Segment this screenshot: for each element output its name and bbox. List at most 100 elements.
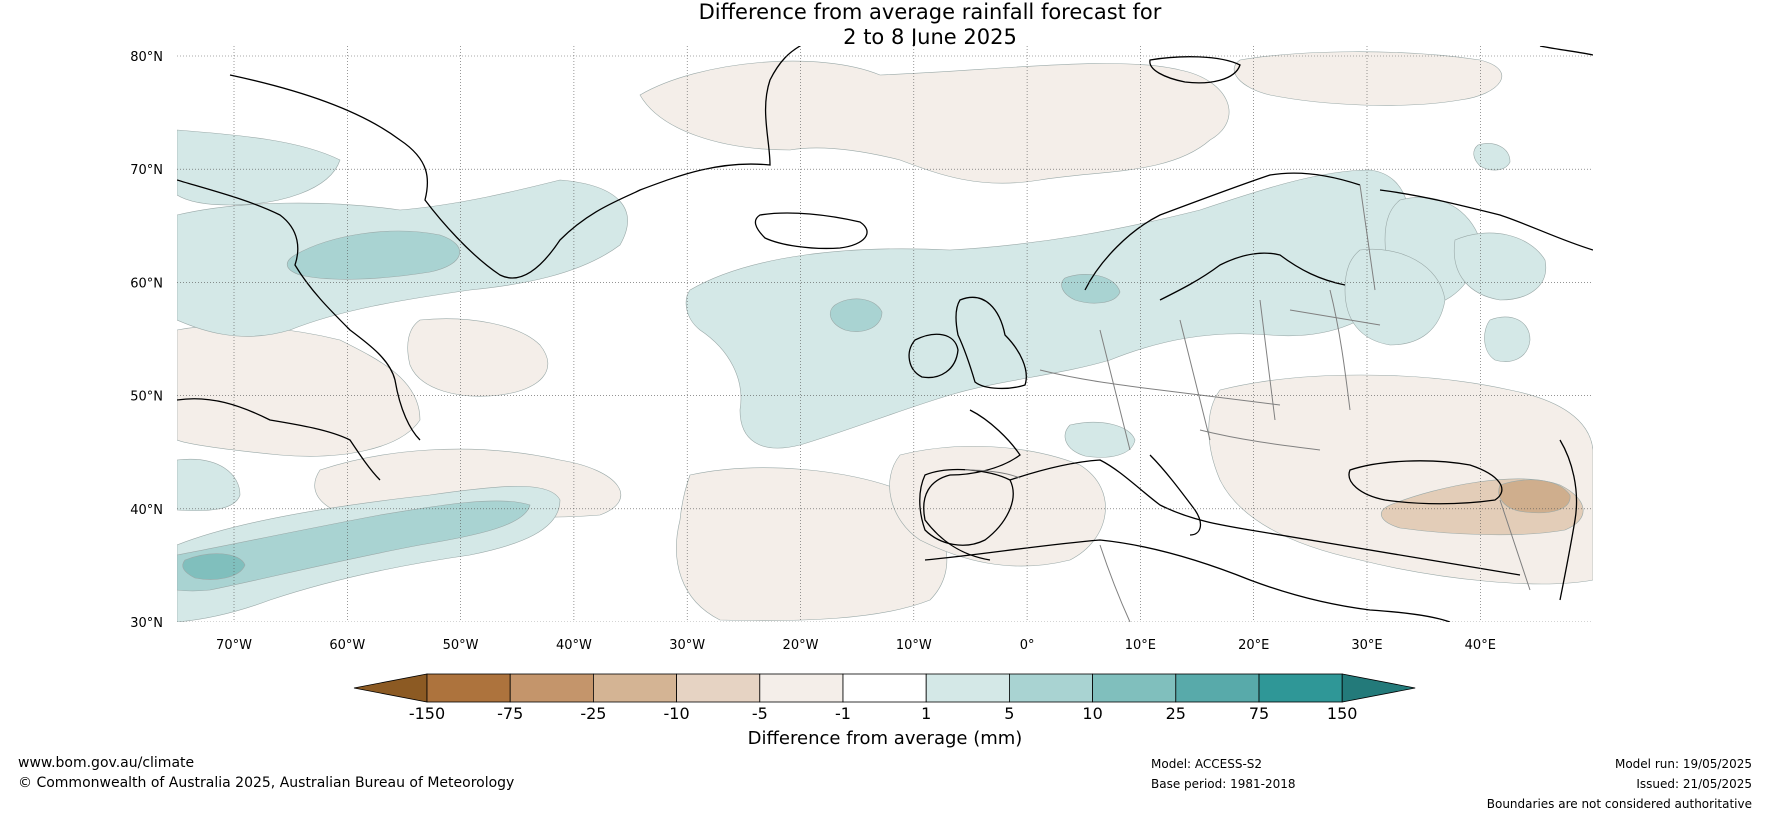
- longitude-tick-label: 40°E: [1465, 638, 1496, 653]
- coastline-italy: [1149, 454, 1202, 536]
- wet-region-russia-west: [1344, 248, 1446, 346]
- wet-core-labrador-sea: [287, 230, 460, 280]
- colorbar-segment: [759, 673, 844, 703]
- coastline-greenland: [229, 46, 801, 279]
- footer-model: Model: ACCESS-S2: [1151, 757, 1263, 771]
- coastline-caspian: [1559, 439, 1578, 601]
- colorbar-segment: [925, 673, 1010, 703]
- coastline-scandinavia: [1159, 252, 1346, 301]
- longitude-tick-label: 40°W: [556, 638, 592, 653]
- map-title: Difference from average rainfall forecas…: [0, 0, 1770, 50]
- coastline-norway: [1084, 172, 1361, 291]
- latitude-tick-label: 30°N: [130, 616, 163, 631]
- latitude-tick-label: 80°N: [130, 50, 163, 65]
- longitude-tick-label: 50°W: [443, 638, 479, 653]
- latitude-tick-label: 70°N: [130, 163, 163, 178]
- wet-region-north-atlantic: [685, 169, 1411, 449]
- colorbar: -150 -75 -25 -10 -5 -1 1 5 10 25 75 150: [353, 673, 1416, 723]
- colorbar-segment: [509, 673, 594, 703]
- colorbar-tick-label: -150: [409, 704, 445, 723]
- coastline-africa: [924, 539, 1451, 622]
- coastlines: [177, 46, 1593, 622]
- wet-region-ural: [1484, 316, 1531, 362]
- colorbar-tick-label: 75: [1249, 704, 1269, 723]
- colorbar-tick-label: 5: [1004, 704, 1014, 723]
- footer-copyright: © Commonwealth of Australia 2025, Austra…: [18, 775, 515, 791]
- colorbar-tick-label: 150: [1327, 704, 1358, 723]
- colorbar-tick-label: -1: [835, 704, 851, 723]
- colorbar-tick-label: -10: [664, 704, 690, 723]
- graticule: [177, 46, 1593, 622]
- border-central-europe-3: [1179, 319, 1211, 441]
- wet-core-north-sea: [1061, 273, 1121, 304]
- coastline-ireland: [908, 333, 959, 379]
- footer-website: www.bom.gov.au/climate: [18, 755, 195, 771]
- wet-anomaly-core: [177, 230, 1121, 592]
- coastline-novaya-zemlya: [1539, 46, 1593, 56]
- colorbar-segment: [842, 673, 927, 703]
- coastline-svalbard: [1149, 56, 1241, 84]
- coastline-mediterranean: [1009, 459, 1521, 576]
- coastline-europe-west: [923, 409, 1021, 561]
- colorbar-tick-label: 10: [1082, 704, 1102, 723]
- footer-model-run: Model run: 19/05/2025: [1614, 757, 1752, 771]
- longitude-tick-label: 20°W: [783, 638, 819, 653]
- border-eastern-europe-1: [1259, 299, 1276, 421]
- colorbar-segment: [1175, 673, 1260, 703]
- latitude-tick-label: 40°N: [130, 503, 163, 518]
- longitude-tick-label: 70°W: [216, 638, 252, 653]
- colorbar-segment: [593, 673, 678, 703]
- wet-core-subtropical: [177, 500, 531, 592]
- wet-region-gulf: [177, 458, 241, 511]
- wet-anomaly-peak: [182, 553, 246, 580]
- dry-region-far-north: [1233, 51, 1503, 106]
- longitude-tick-label: 0°: [1020, 638, 1035, 653]
- latitude-tick-label: 60°N: [130, 276, 163, 291]
- border-finland-russia: [1359, 184, 1376, 291]
- coastline-arctic-russia: [1379, 189, 1593, 251]
- border-north-africa: [1099, 544, 1131, 622]
- coastline-iceland: [754, 212, 868, 250]
- colorbar-segment: [426, 673, 511, 703]
- longitude-tick-label: 10°E: [1125, 638, 1156, 653]
- wet-region-iberia: [1064, 422, 1136, 458]
- footer-issued: Issued: 21/05/2025: [1636, 777, 1752, 791]
- colorbar-extend-low: [353, 673, 428, 703]
- colorbar-segment: [1092, 673, 1177, 703]
- colorbar-segment: [1009, 673, 1094, 703]
- coastline-britain: [955, 296, 1027, 390]
- colorbar-tick-label: 1: [921, 704, 931, 723]
- latitude-labels: 80°N 70°N 60°N 50°N 40°N 30°N: [130, 50, 163, 631]
- border-eastern-europe-2: [1329, 289, 1351, 411]
- dry-region-arctic: [639, 60, 1230, 184]
- colorbar-segment: [676, 673, 761, 703]
- wet-peak-subtropical: [182, 553, 246, 580]
- colorbar-segment: [1258, 673, 1343, 703]
- dry-region-labrador: [177, 325, 421, 457]
- title-line-1: Difference from average rainfall forecas…: [698, 0, 1162, 24]
- coastline-baffin: [177, 179, 421, 441]
- wet-region-canada: [177, 129, 341, 206]
- wet-region-arctic-russia: [1473, 143, 1511, 171]
- colorbar-extend-high: [1341, 673, 1416, 703]
- longitude-tick-label: 20°E: [1238, 638, 1269, 653]
- latitude-tick-label: 50°N: [130, 390, 163, 405]
- longitude-tick-label: 60°W: [329, 638, 365, 653]
- coastline-labrador: [177, 398, 381, 481]
- wet-core-atlantic-centre: [829, 298, 883, 332]
- longitude-tick-label: 30°E: [1351, 638, 1382, 653]
- wet-region-russia-east: [1453, 232, 1547, 301]
- forecast-map: [177, 46, 1593, 622]
- colorbar-tick-label: -25: [580, 704, 606, 723]
- dry-region-central-atlantic: [676, 467, 948, 621]
- title-line-2: 2 to 8 June 2025: [843, 25, 1017, 49]
- border-central-europe-2: [1099, 329, 1131, 451]
- border-france-spain: [964, 469, 1021, 479]
- coastline-iberia: [919, 468, 1014, 546]
- longitude-tick-label: 30°W: [669, 638, 705, 653]
- colorbar-label: Difference from average (mm): [747, 728, 1023, 749]
- border-balkans: [1199, 429, 1321, 451]
- footer-base-period: Base period: 1981-2018: [1151, 777, 1296, 791]
- coastline-black-sea: [1348, 460, 1503, 505]
